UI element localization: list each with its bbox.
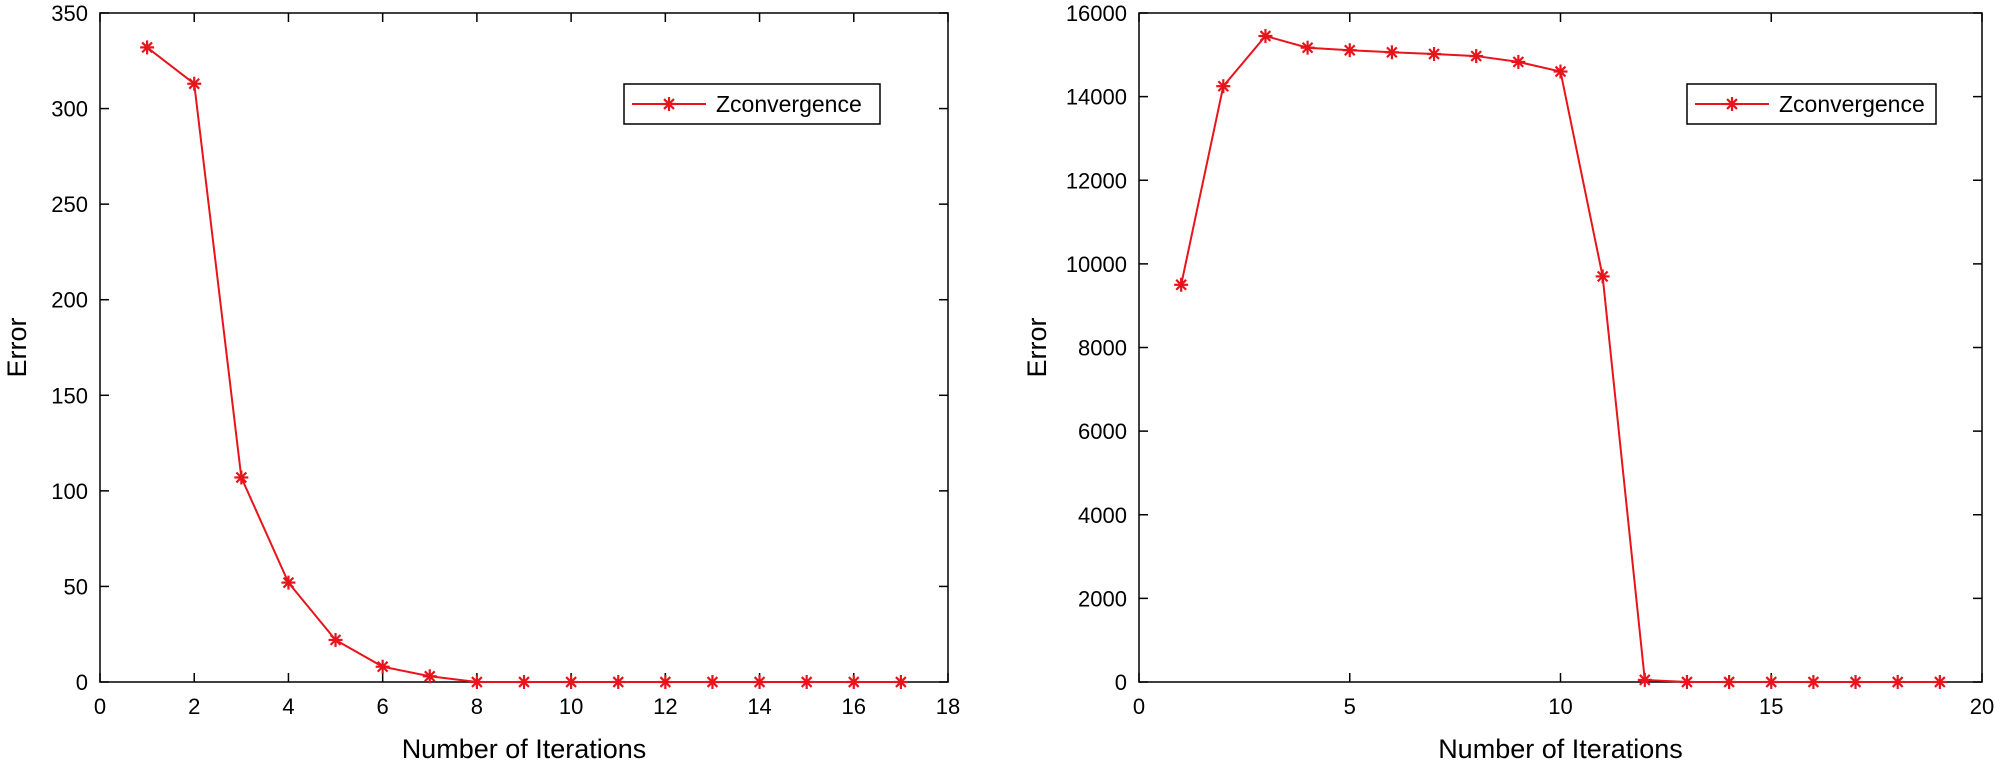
data-point	[846, 675, 861, 689]
y-tick-label: 0	[76, 670, 88, 695]
data-point	[469, 675, 484, 689]
data-point	[1384, 45, 1399, 60]
data-point	[705, 675, 720, 689]
data-point	[375, 659, 390, 674]
data-point	[1595, 269, 1610, 284]
y-tick-label: 10000	[1066, 252, 1127, 277]
data-point	[611, 675, 626, 689]
data-point	[1932, 675, 1947, 689]
data-point	[1764, 675, 1779, 689]
x-tick-label: 2	[188, 694, 200, 719]
data-point	[1342, 43, 1357, 58]
x-tick-label: 4	[282, 694, 294, 719]
data-point	[658, 675, 673, 689]
legend-marker-icon	[662, 97, 676, 111]
legend-marker-icon	[1725, 97, 1739, 111]
data-point	[1848, 675, 1863, 689]
data-point	[1553, 64, 1568, 79]
data-point	[752, 675, 767, 689]
chart-2: 0 5 10 15 20 0 2000 4000 6000 8000 10000 12000 14000…	[1022, 1, 1994, 764]
x-tick-label: 0	[1133, 694, 1145, 719]
x-tick-label: 12	[653, 694, 677, 719]
y-axis-label: Error	[2, 317, 32, 377]
x-tick-label: 18	[936, 694, 960, 719]
y-tick-label: 250	[51, 192, 88, 217]
data-point	[1216, 79, 1231, 94]
data-point	[517, 675, 531, 689]
y-tick-label: 200	[51, 288, 88, 313]
data-point	[187, 76, 202, 91]
x-tick-label: 10	[1548, 694, 1572, 719]
y-tick-label: 2000	[1078, 586, 1127, 611]
x-tick-label: 8	[471, 694, 483, 719]
y-tick-label: 50	[64, 574, 88, 599]
y-tick-label: 350	[51, 1, 88, 26]
data-point	[1637, 672, 1652, 687]
x-axis-label: Number of Iterations	[1438, 734, 1683, 764]
y-tick-label: 0	[1115, 670, 1127, 695]
x-tick-label: 5	[1344, 694, 1356, 719]
y-tick-label: 300	[51, 97, 88, 122]
x-tick-label: 6	[377, 694, 389, 719]
data-point	[1890, 675, 1905, 689]
x-tick-label: 14	[747, 694, 771, 719]
y-axis-label: Error	[1022, 317, 1052, 377]
x-tick-label: 20	[1970, 694, 1994, 719]
x-tick-label: 0	[94, 694, 106, 719]
series-line	[1180, 34, 1940, 683]
y-tick-label: 12000	[1066, 168, 1127, 193]
chart-1: 0 2 4 6 8 10 12 14 16 18 0 50 100 150 200 250 300 350 Numb…	[2, 1, 960, 764]
data-point	[281, 575, 296, 590]
data-point	[1258, 28, 1273, 43]
legend-label: Zconvergence	[716, 91, 862, 117]
x-tick-label: 16	[842, 694, 866, 719]
data-point	[234, 470, 249, 485]
data-point	[1174, 277, 1189, 292]
data-point	[140, 40, 155, 55]
y-tick-label: 100	[51, 479, 88, 504]
y-tick-label: 4000	[1078, 503, 1127, 528]
data-point	[1511, 54, 1526, 69]
y-tick-label: 14000	[1066, 85, 1127, 110]
data-point	[1806, 675, 1821, 689]
legend: Zconvergence	[1686, 83, 1937, 125]
data-point	[1427, 46, 1442, 61]
x-axis-label: Number of Iterations	[402, 734, 647, 764]
data-point	[564, 675, 579, 689]
data-point	[1679, 675, 1694, 689]
data-point	[328, 632, 343, 647]
y-tick-label: 150	[51, 383, 88, 408]
data-point	[422, 669, 437, 684]
data-point	[893, 675, 908, 689]
y-tick-label: 6000	[1078, 419, 1127, 444]
legend: Zconvergence	[623, 83, 881, 125]
y-tick-label: 8000	[1078, 336, 1127, 361]
legend-label: Zconvergence	[1779, 91, 1925, 117]
data-point	[799, 675, 814, 689]
series-line	[146, 46, 901, 683]
data-point	[1300, 40, 1315, 55]
x-tick-label: 10	[559, 694, 583, 719]
data-point	[1469, 49, 1484, 64]
y-tick-label: 16000	[1066, 1, 1127, 26]
x-tick-label: 15	[1759, 694, 1783, 719]
data-point	[1722, 675, 1737, 689]
